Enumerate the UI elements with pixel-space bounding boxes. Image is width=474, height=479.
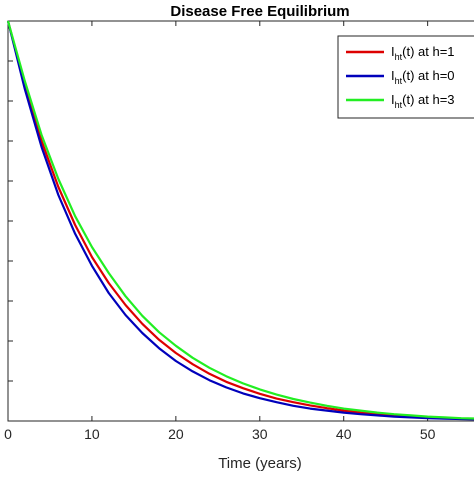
x-tick-label: 10 — [84, 426, 100, 442]
series-line-2 — [6, 20, 474, 421]
series-lines — [6, 20, 474, 421]
x-axis-title: Time (years) — [218, 455, 302, 472]
x-tick-label: 40 — [336, 426, 352, 442]
legend-label-1: Iht(t) at h=1 — [391, 44, 455, 62]
legend-label-3: Iht(t) at h=3 — [391, 92, 455, 110]
x-tick-label: 0 — [4, 426, 12, 442]
axis-ticks: 0 10 20 30 40 50 — [4, 20, 436, 442]
chart-title: Disease Free Equilibrium — [170, 3, 349, 20]
x-tick-label: 20 — [168, 426, 184, 442]
legend-label-2: Iht(t) at h=0 — [391, 68, 455, 86]
series-line-3 — [6, 20, 474, 420]
legend: Iht(t) at h=1 Iht(t) at h=0 Iht(t) at h=3 — [337, 35, 474, 119]
x-tick-label: 30 — [252, 426, 268, 442]
x-tick-label: 50 — [420, 426, 436, 442]
